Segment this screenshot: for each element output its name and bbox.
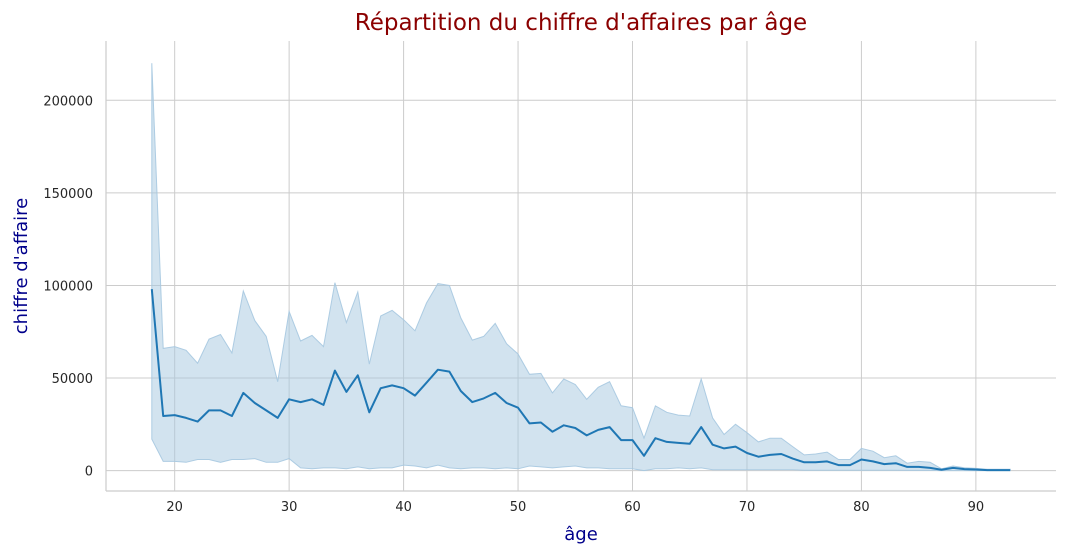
- chart-title: Répartition du chiffre d'affaires par âg…: [355, 10, 807, 36]
- y-tick-label: 150000: [43, 187, 93, 202]
- x-tick-label: 90: [968, 500, 985, 515]
- y-tick-label: 50000: [52, 372, 93, 387]
- grid: [106, 41, 1056, 491]
- x-tick-label: 50: [510, 500, 527, 515]
- y-tick-label: 200000: [43, 94, 93, 109]
- x-tick-label: 20: [166, 500, 183, 515]
- x-axis-label: âge: [564, 524, 598, 545]
- y-tick-label: 100000: [43, 279, 93, 294]
- x-tick-label: 40: [395, 500, 412, 515]
- y-tick-labels: 0 50000 100000 150000 200000: [43, 94, 93, 479]
- axis-spines: [105, 41, 1056, 492]
- series-line: [150, 289, 1011, 472]
- y-axis-label: chiffre d'affaire: [11, 198, 32, 334]
- x-tick-label: 60: [624, 500, 641, 515]
- confidence-band-layer: [151, 63, 1011, 472]
- x-tick-label: 80: [853, 500, 870, 515]
- x-tick-label: 30: [281, 500, 298, 515]
- confidence-band: [151, 63, 1011, 472]
- y-tick-label: 0: [85, 465, 93, 480]
- series-line-layer: [150, 289, 1011, 472]
- x-tick-label: 70: [739, 500, 756, 515]
- x-tick-labels: 20 30 40 50 60 70 80 90: [166, 500, 984, 515]
